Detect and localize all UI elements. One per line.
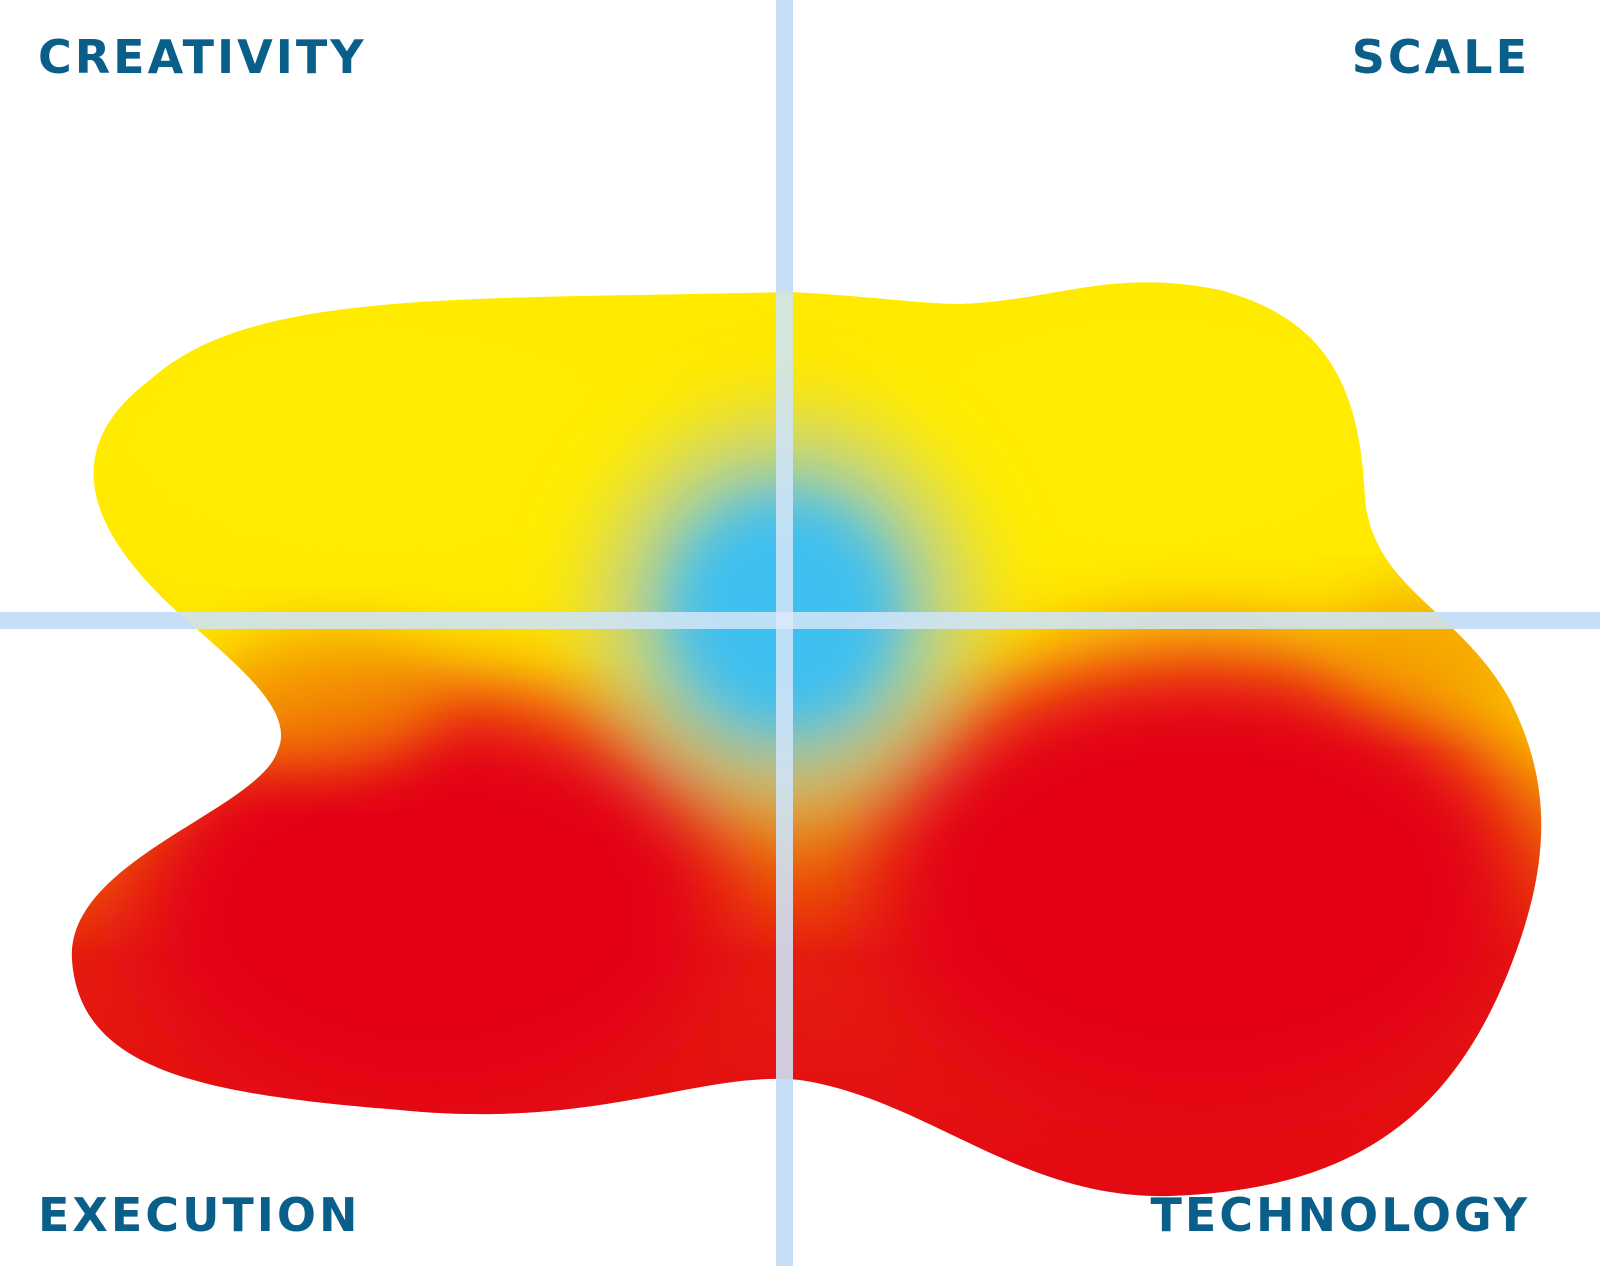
vertical-axis-highlight <box>776 292 793 1080</box>
label-scale: SCALE <box>1351 30 1530 84</box>
label-execution: EXECUTION <box>38 1188 361 1242</box>
vertical-axis-line <box>776 0 793 1266</box>
horizontal-axis-highlight <box>71 612 1542 629</box>
label-creativity: CREATIVITY <box>38 30 367 84</box>
horizontal-axis-line <box>0 612 1600 629</box>
heat-blob <box>71 282 1542 1197</box>
label-technology: TECHNOLOGY <box>1150 1188 1530 1242</box>
